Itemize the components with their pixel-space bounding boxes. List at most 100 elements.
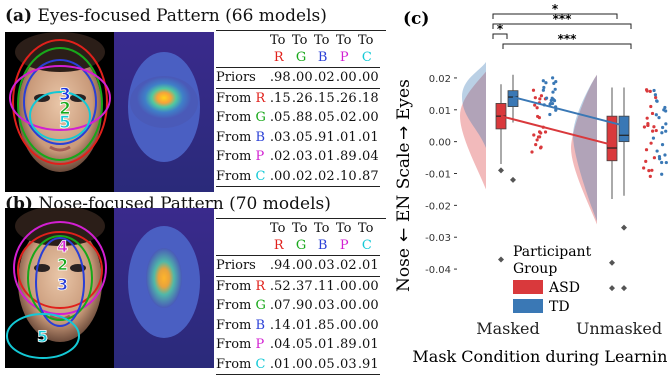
table-row: From C .01 .00 .05 .03 .91 [216, 354, 380, 375]
cell: .90 [291, 298, 313, 313]
data-point [542, 85, 546, 90]
left-arrow-icon: ← [395, 228, 414, 242]
prior-value: .00 [291, 67, 314, 89]
cell: .02 [313, 166, 336, 187]
data-point [551, 76, 555, 80]
data-point [550, 96, 554, 100]
roi-cyan-a [29, 91, 91, 141]
roi-green-a [17, 47, 103, 161]
cell: .05 [313, 354, 336, 375]
col-letter: C [361, 50, 372, 65]
y-tick-label: -0.01 [425, 170, 451, 181]
significance-label: *** [553, 12, 573, 26]
col-prefix: To [291, 33, 308, 48]
from-prefix: From [216, 149, 252, 164]
data-point [653, 93, 658, 97]
cell: .37 [291, 278, 313, 294]
data-point [651, 129, 655, 133]
from-letter: C [255, 356, 266, 372]
cell: .03 [313, 298, 335, 313]
data-point [533, 96, 537, 100]
roi-cyan-b [6, 313, 80, 359]
prior-value: .01 [357, 255, 380, 277]
cell: .00 [357, 278, 379, 294]
table-row: From C .00 .02 .02 .10 .87 [216, 166, 380, 187]
from-prefix: From [216, 298, 252, 313]
from-letter: R [255, 90, 266, 106]
data-point [664, 129, 668, 133]
roi-num-b-3: 5 [37, 327, 48, 346]
data-point [538, 146, 543, 150]
cell: .15 [269, 90, 291, 106]
data-point [652, 156, 656, 160]
data-point [539, 94, 544, 98]
data-point [660, 172, 664, 176]
outlier-point [609, 259, 615, 266]
ylabel-mid: EN Scale [395, 143, 414, 223]
data-point [654, 128, 658, 133]
from-prefix: From [216, 317, 252, 333]
outlier-point [510, 176, 516, 183]
transition-table-b: To To To To To R G B P C Priors .94 .00 … [216, 220, 380, 375]
col-prefix: To [269, 221, 286, 236]
data-point [535, 138, 539, 142]
data-point [535, 106, 539, 110]
cell: .07 [269, 298, 291, 313]
from-letter: B [255, 317, 266, 333]
x-tick-label: Unmasked [576, 319, 662, 338]
box-asd-unmasked [606, 115, 618, 162]
cell: .00 [335, 298, 357, 313]
cell: .89 [335, 337, 357, 352]
y-tick-label: -0.02 [425, 201, 451, 212]
col-prefix: To [335, 33, 352, 48]
data-point [654, 95, 658, 100]
from-letter: G [255, 298, 266, 313]
significance-bracket [502, 43, 632, 49]
data-point [642, 125, 647, 129]
data-point [531, 88, 536, 92]
table-row: From B .03 .05 .91 .01 .01 [216, 128, 380, 148]
roi-num-b-0: 4 [57, 237, 68, 256]
table-row: From G .05 .88 .05 .02 .00 [216, 108, 380, 128]
data-point [534, 143, 538, 147]
cell: .52 [269, 278, 291, 294]
data-point [553, 87, 557, 91]
table-row: From P .02 .03 .01 .89 .04 [216, 147, 380, 167]
col-letter: G [295, 238, 307, 253]
data-point [550, 101, 555, 106]
cell: .03 [335, 354, 358, 375]
data-point [661, 125, 665, 130]
cell: .05 [313, 110, 335, 125]
panel-a-label: (a) [5, 6, 33, 26]
y-axis-label: Nose ← EN Scale → Eyes [395, 79, 414, 292]
prior-value: .98 [269, 67, 292, 89]
data-point [648, 174, 652, 178]
violin-td-masked [462, 62, 486, 149]
data-point [538, 97, 542, 101]
data-point [660, 142, 665, 147]
prior-value: .03 [313, 255, 336, 277]
cell: .87 [357, 166, 380, 187]
data-point [654, 113, 658, 117]
data-point [663, 153, 667, 157]
legend-title-1: Participant [513, 244, 592, 260]
violin-asd-unmasked [571, 74, 597, 225]
data-point [650, 168, 654, 172]
ylabel-top: Eyes [395, 79, 414, 120]
col-letter: P [339, 238, 349, 253]
data-point [648, 89, 652, 93]
outlier-point [621, 285, 627, 292]
face-a-svg: 3 2 5 [5, 32, 115, 192]
cell: .01 [313, 149, 335, 164]
cell: .91 [357, 354, 380, 375]
from-prefix: From [216, 278, 252, 294]
prior-value: .02 [313, 67, 336, 89]
prior-value: .02 [335, 255, 358, 277]
data-point [644, 159, 648, 163]
outlier-point [621, 224, 627, 231]
data-point [652, 125, 656, 129]
legend-label-td: TD [549, 299, 570, 315]
priors-label: Priors [216, 255, 270, 277]
cell: .01 [269, 354, 292, 375]
outlier-point [498, 167, 504, 174]
